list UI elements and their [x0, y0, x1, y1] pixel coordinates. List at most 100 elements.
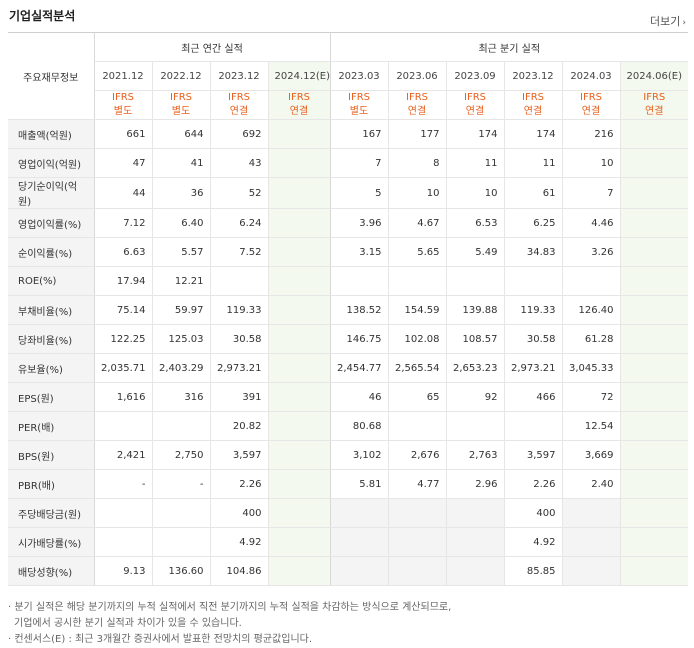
- table-cell: [445, 266, 504, 296]
- table-cell: -: [151, 469, 210, 499]
- table-cell: 6.53: [445, 208, 504, 238]
- table-cell: 2,403.29: [151, 353, 210, 383]
- table-cell: 692: [209, 119, 268, 149]
- row-label: 유보율(%): [8, 353, 94, 383]
- row-label: 당좌비율(%): [8, 324, 94, 354]
- ifrs-header: IFRS 연결: [503, 90, 562, 120]
- table-cell: 138.52: [329, 295, 388, 325]
- table-cell: 17.94: [93, 266, 152, 296]
- table-cell: 3,597: [503, 440, 562, 470]
- table-cell: 2,973.21: [503, 353, 562, 383]
- table-cell: [387, 498, 446, 528]
- ifrs-header: IFRS 별도: [93, 90, 152, 120]
- ifrs-basis: 연결: [289, 106, 309, 117]
- table-row: ROE(%) 17.94 12.21: [8, 266, 688, 296]
- table-cell: 30.58: [503, 324, 562, 354]
- table-cell: [387, 527, 446, 557]
- row-label: 부채비율(%): [8, 295, 94, 325]
- table-cell: 2,421: [93, 440, 152, 470]
- period-header: 2023.06: [387, 61, 446, 91]
- table-cell: 3,669: [561, 440, 620, 470]
- table-cell: [93, 411, 152, 441]
- row-label: 영업이익률(%): [8, 208, 94, 238]
- table-cell: [619, 411, 688, 441]
- row-label: 시가배당률(%): [8, 527, 94, 557]
- ifrs-standard: IFRS: [580, 92, 602, 103]
- table-cell: [267, 266, 330, 296]
- ifrs-header: IFRS 연결: [209, 90, 268, 120]
- table-cell: [267, 237, 330, 267]
- period-header: 2024.12(E): [267, 61, 330, 91]
- table-cell: 2.26: [503, 469, 562, 499]
- ifrs-standard: IFRS: [406, 92, 428, 103]
- period-header: 2023.09: [445, 61, 504, 91]
- table-cell: 400: [503, 498, 562, 528]
- table-cell: [619, 148, 688, 178]
- table-cell: [445, 411, 504, 441]
- table-row: 영업이익률(%) 7.12 6.40 6.24 3.96 4.67 6.53 6.25 4.46: [8, 208, 688, 238]
- table-cell: 10: [445, 177, 504, 209]
- table-row: 당기순이익(억원) 44 36 52 5 10 10 61 7: [8, 177, 688, 209]
- table-cell: 6.40: [151, 208, 210, 238]
- table-cell: 2.40: [561, 469, 620, 499]
- table-cell: [329, 266, 388, 296]
- table-cell: 36: [151, 177, 210, 209]
- table-cell: 146.75: [329, 324, 388, 354]
- table-cell: [503, 411, 562, 441]
- table-cell: 2,676: [387, 440, 446, 470]
- row-label: 순이익률(%): [8, 237, 94, 267]
- table-cell: 85.85: [503, 556, 562, 586]
- table-cell: 80.68: [329, 411, 388, 441]
- ifrs-standard: IFRS: [112, 92, 134, 103]
- table-cell: 10: [387, 177, 446, 209]
- table-cell: 7.52: [209, 237, 268, 267]
- ifrs-basis: 별도: [113, 106, 133, 117]
- row-label: 주당배당금(원): [8, 498, 94, 528]
- table-row: PER(배) 20.82 80.68 12.54: [8, 411, 688, 441]
- chevron-right-icon: ›: [682, 18, 686, 28]
- table-cell: 391: [209, 382, 268, 412]
- table-cell: 119.33: [209, 295, 268, 325]
- table-cell: 126.40: [561, 295, 620, 325]
- table-cell: 30.58: [209, 324, 268, 354]
- table-row: 당좌비율(%) 122.25 125.03 30.58 146.75 102.08 108.…: [8, 324, 688, 354]
- more-link[interactable]: 더보기 ›: [650, 13, 686, 29]
- period-header: 2021.12: [93, 61, 152, 91]
- period-header: 2024.06(E): [619, 61, 688, 91]
- table-cell: 2,035.71: [93, 353, 152, 383]
- table-row: 순이익률(%) 6.63 5.57 7.52 3.15 5.65 5.49 34.83 3.26: [8, 237, 688, 267]
- table-cell: 174: [503, 119, 562, 149]
- table-cell: 6.24: [209, 208, 268, 238]
- table-cell: 119.33: [503, 295, 562, 325]
- table-cell: 44: [93, 177, 152, 209]
- table-cell: 4.67: [387, 208, 446, 238]
- table-cell: [267, 324, 330, 354]
- section-title: 기업실적분석: [9, 9, 76, 23]
- table-cell: 92: [445, 382, 504, 412]
- ifrs-standard: IFRS: [170, 92, 192, 103]
- table-cell: 12.54: [561, 411, 620, 441]
- table-cell: 4.92: [209, 527, 268, 557]
- table-cell: 59.97: [151, 295, 210, 325]
- table-cell: 174: [445, 119, 504, 149]
- row-label: ROE(%): [8, 266, 94, 296]
- table-cell: 644: [151, 119, 210, 149]
- table-cell: 661: [93, 119, 152, 149]
- ifrs-basis: 연결: [523, 106, 543, 117]
- footnotes: · 분기 실적은 해당 분기까지의 누적 실적에서 직전 분기까지의 누적 실적…: [8, 600, 451, 648]
- ifrs-basis: 별도: [171, 106, 191, 117]
- table-cell: [93, 498, 152, 528]
- table-cell: [619, 177, 688, 209]
- table-cell: 2.26: [209, 469, 268, 499]
- table-cell: 3.15: [329, 237, 388, 267]
- row-header-label: 주요재무정보: [8, 32, 94, 120]
- ifrs-header: IFRS 연결: [387, 90, 446, 120]
- table-cell: 52: [209, 177, 268, 209]
- table-cell: [93, 527, 152, 557]
- table-cell: 6.25: [503, 208, 562, 238]
- table-cell: [619, 498, 688, 528]
- table-cell: [445, 498, 504, 528]
- row-label: PBR(배): [8, 469, 94, 499]
- table-row: 매출액(억원) 661 644 692 167 177 174 174 216: [8, 119, 688, 149]
- table-cell: [267, 498, 330, 528]
